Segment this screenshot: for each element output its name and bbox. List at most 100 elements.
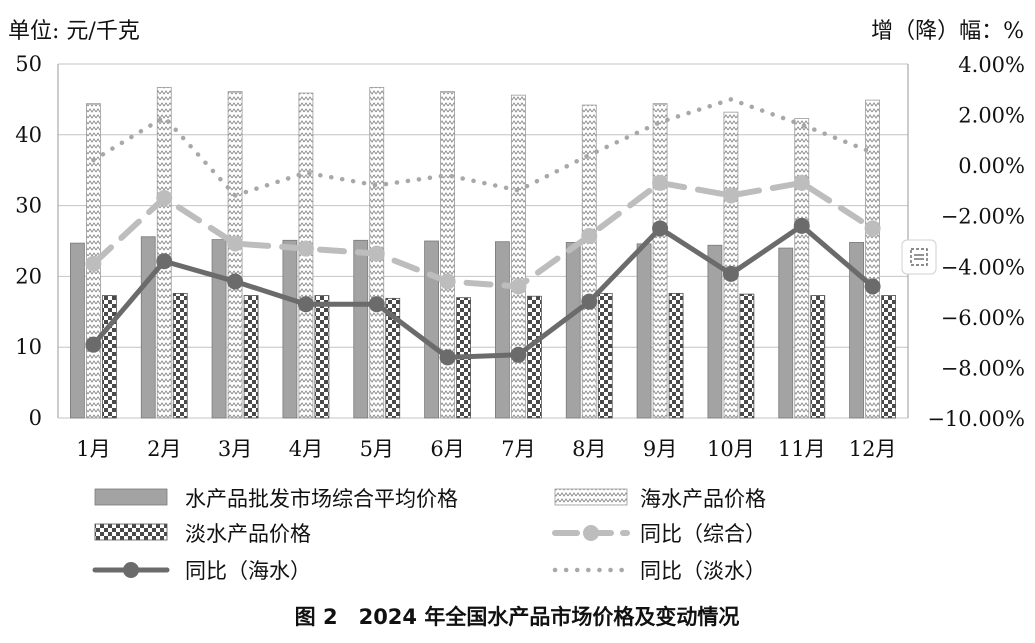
bar: [723, 111, 739, 419]
series-point: [864, 278, 881, 295]
bar: [243, 295, 259, 419]
bar: [865, 99, 880, 419]
bars: [70, 86, 896, 419]
bar: [668, 292, 684, 419]
series-point: [652, 174, 669, 191]
series-point: [722, 187, 739, 204]
legend-marker: [123, 562, 139, 578]
bar: [881, 295, 896, 419]
series-point: [722, 265, 739, 282]
legend-swatch: [94, 488, 168, 506]
x-tick-label: 2月: [147, 437, 181, 461]
x-tick-label: 3月: [218, 437, 252, 461]
bar: [707, 244, 723, 419]
chart-copy-icon[interactable]: [901, 239, 937, 275]
bar: [424, 240, 439, 419]
bar: [778, 247, 794, 419]
x-tick-label: 12月: [849, 437, 897, 461]
y-left-tick-label: 40: [15, 123, 42, 147]
series-point: [85, 255, 102, 272]
series-line: [90, 223, 876, 360]
bar: [353, 239, 369, 419]
bar: [849, 242, 864, 419]
series-point: [652, 220, 669, 237]
bar: [385, 297, 401, 419]
series-point: [368, 296, 385, 313]
bar: [511, 94, 526, 419]
bar: [314, 295, 330, 419]
bar: [739, 293, 755, 419]
series-line: [91, 97, 875, 198]
legend-swatch: [94, 523, 168, 541]
y-right-tick-label: −6.00%: [941, 306, 1025, 330]
x-tick-label: 6月: [430, 437, 464, 461]
series-point: [439, 273, 456, 290]
legend-label: 同比（淡水）: [640, 559, 766, 583]
y-left-label: 单位: 元/千克: [8, 19, 140, 44]
x-tick-label: 5月: [360, 437, 394, 461]
legend-swatch: [554, 488, 628, 506]
legend-label: 淡水产品价格: [185, 522, 311, 546]
series-point: [581, 227, 598, 244]
y-right-tick-label: −4.00%: [941, 255, 1025, 279]
y-left-tick-label: 20: [15, 264, 42, 288]
y-right-tick-label: −2.00%: [941, 205, 1025, 229]
x-tick-label: 9月: [643, 437, 677, 461]
series-point: [297, 240, 314, 257]
bar: [70, 242, 85, 419]
series-point: [793, 174, 810, 191]
series-point: [297, 296, 314, 313]
y-left-tick-label: 0: [29, 406, 42, 430]
x-tick-label: 4月: [289, 437, 323, 461]
series-point: [156, 190, 173, 207]
bar: [581, 104, 597, 419]
bar: [282, 239, 298, 419]
series-point: [227, 273, 244, 290]
bar: [227, 91, 243, 419]
y-right-tick-label: 2.00%: [958, 104, 1025, 128]
series-point: [793, 217, 810, 234]
bar: [102, 295, 117, 419]
legend-label: 同比（综合）: [640, 522, 766, 546]
bar: [211, 239, 227, 419]
gridlines: [58, 63, 908, 419]
bar: [156, 86, 172, 419]
series-point: [864, 220, 881, 237]
x-tick-label: 7月: [501, 437, 535, 461]
series-point: [227, 235, 244, 252]
bar: [810, 295, 826, 419]
x-tick-label: 10月: [707, 437, 755, 461]
bar: [652, 103, 668, 419]
bar: [794, 118, 810, 419]
legend-label: 同比（海水）: [185, 559, 311, 583]
x-tick-label: 1月: [76, 437, 110, 461]
lines: [85, 97, 881, 366]
bar: [495, 241, 510, 419]
bar: [527, 295, 542, 419]
axes: 0 10 20 30 40 50 4.00% 2.00% 0.00% −2.00% −4.00% −6…: [15, 52, 1025, 461]
y-right-tick-label: −8.00%: [941, 356, 1025, 380]
y-right-tick-label: 0.00%: [958, 154, 1025, 178]
legend-label: 海水产品价格: [640, 487, 766, 511]
y-right-tick-label: 4.00%: [958, 53, 1025, 77]
series-point: [439, 349, 456, 366]
series-point: [510, 278, 527, 295]
bar: [597, 292, 613, 419]
x-tick-label: 11月: [778, 437, 826, 461]
series-point: [368, 245, 385, 262]
chart-title: 图 2 2024 年全国水产品市场价格及变动情况: [295, 605, 740, 629]
y-right-tick-label: −10.00%: [927, 407, 1025, 431]
series-point: [156, 253, 173, 270]
bar: [172, 292, 188, 419]
bar: [140, 236, 156, 419]
series-point: [581, 293, 598, 310]
series-point: [510, 346, 527, 363]
bar: [565, 242, 581, 419]
bar: [636, 243, 652, 419]
x-tick-label: 8月: [572, 437, 606, 461]
y-left-tick-label: 10: [15, 335, 42, 359]
y-left-tick-label: 50: [15, 52, 42, 76]
y-left-tick-label: 30: [15, 194, 42, 218]
